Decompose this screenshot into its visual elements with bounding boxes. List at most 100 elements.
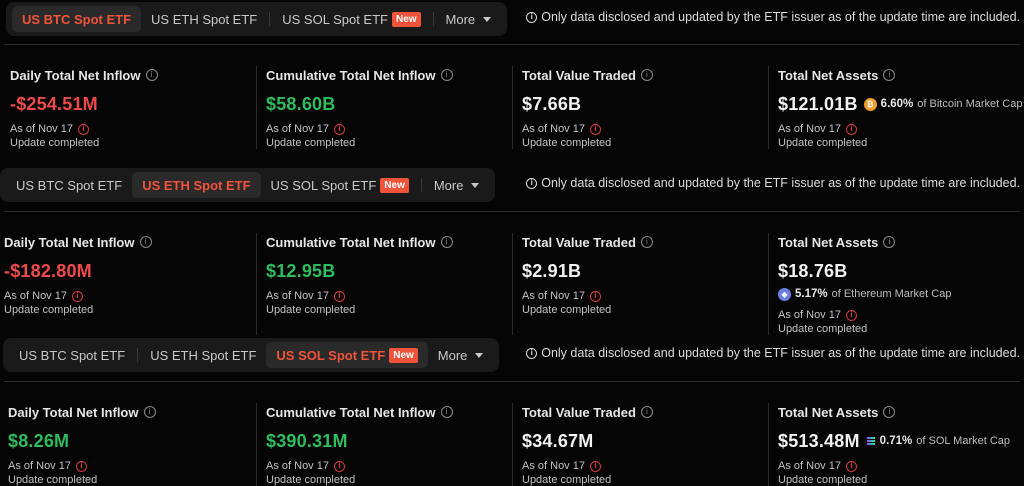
info-icon[interactable]: i: [883, 406, 896, 418]
tab-separator: [432, 12, 434, 26]
alert-info-icon[interactable]: i: [333, 460, 345, 472]
info-icon[interactable]: i: [145, 69, 158, 81]
alert-info-icon[interactable]: i: [77, 123, 89, 135]
alert-info-icon[interactable]: i: [333, 290, 345, 302]
update-status: Update completed: [522, 474, 612, 486]
caret-down-icon: [475, 352, 484, 358]
data-disclaimer: i Only data disclosed and updated by the…: [526, 176, 1020, 190]
total-net-assets-value: $121.01B: [778, 93, 858, 114]
update-status: Update completed: [266, 304, 356, 316]
tab-us-btc-spot-etf[interactable]: US BTC Spot ETF: [9, 342, 135, 368]
info-icon[interactable]: i: [883, 236, 896, 248]
card-title: Total Value Traded: [522, 234, 636, 250]
metric-cards: Daily Total Net Inflow i -$182.80M As of …: [0, 233, 1024, 335]
update-status: Update completed: [522, 304, 612, 316]
update-status: Update completed: [266, 474, 356, 486]
as-of-date: As of Nov 17: [8, 460, 71, 472]
info-icon[interactable]: i: [440, 406, 453, 418]
info-icon: i: [526, 177, 538, 189]
info-icon[interactable]: i: [440, 69, 453, 81]
tab-us-btc-spot-etf[interactable]: US BTC Spot ETF: [12, 6, 142, 32]
alert-info-icon[interactable]: i: [845, 309, 857, 321]
data-disclaimer: i Only data disclosed and updated by the…: [526, 346, 1020, 360]
card-title: Daily Total Net Inflow: [4, 234, 135, 250]
as-of-date: As of Nov 17: [522, 123, 585, 135]
alert-info-icon[interactable]: i: [589, 123, 601, 135]
info-icon[interactable]: i: [883, 69, 896, 81]
market-cap-percent: 0.71%: [879, 435, 913, 447]
as-of-date: As of Nov 17: [778, 309, 841, 321]
more-label: More: [445, 11, 476, 27]
tab-label: US SOL Spot ETF: [270, 177, 377, 193]
info-icon[interactable]: i: [440, 236, 453, 248]
card-title: Total Value Traded: [522, 404, 636, 420]
tab-us-eth-spot-etf[interactable]: US ETH Spot ETF: [140, 342, 266, 368]
alert-info-icon[interactable]: i: [845, 460, 857, 472]
card-total-net-assets: Total Net Assets i $121.01B ₿ 6.60% of Bi…: [768, 66, 1024, 149]
daily-net-inflow-value: -$254.51M: [10, 93, 98, 114]
card-total-net-assets: Total Net Assets i $18.76B ◆ 5.17% of Eth…: [768, 233, 1024, 335]
etf-tab-bar-row: US BTC Spot ETF US ETH Spot ETF US SOL S…: [0, 0, 1024, 38]
tab-us-sol-spot-etf[interactable]: US SOL Spot ETF New: [272, 6, 430, 32]
tab-us-sol-spot-etf[interactable]: US SOL Spot ETF New: [261, 172, 419, 198]
market-cap-share: 0.71% of SOL Market Cap: [866, 435, 1010, 448]
divider: [4, 381, 1020, 382]
card-total-net-assets: Total Net Assets i $513.48M 0.71% of SOL …: [768, 403, 1024, 486]
update-status: Update completed: [778, 474, 868, 486]
disclaimer-text: Only data disclosed and updated by the E…: [541, 176, 1020, 190]
info-icon[interactable]: i: [143, 406, 156, 418]
as-of-date: As of Nov 17: [778, 460, 841, 472]
etf-tabs: US BTC Spot ETF US ETH Spot ETF US SOL S…: [0, 168, 496, 202]
alert-info-icon[interactable]: i: [71, 290, 83, 302]
daily-net-inflow-value: -$182.80M: [4, 260, 92, 281]
eth-etf-panel: US BTC Spot ETF US ETH Spot ETF US SOL S…: [0, 166, 1024, 336]
card-title: Total Net Assets: [778, 234, 879, 250]
info-icon[interactable]: i: [640, 236, 653, 248]
more-dropdown[interactable]: More: [424, 172, 490, 198]
data-disclaimer: i Only data disclosed and updated by the…: [526, 10, 1020, 24]
card-title: Daily Total Net Inflow: [10, 67, 141, 83]
cumulative-net-inflow-value: $12.95B: [266, 260, 336, 281]
total-net-assets-value: $513.48M: [778, 430, 860, 451]
alert-info-icon[interactable]: i: [75, 460, 87, 472]
tab-us-eth-spot-etf[interactable]: US ETH Spot ETF: [132, 172, 261, 198]
card-title: Cumulative Total Net Inflow: [266, 404, 436, 420]
update-status: Update completed: [522, 137, 612, 149]
as-of-date: As of Nov 17: [266, 123, 329, 135]
metric-cards: Daily Total Net Inflow i -$254.51M As of …: [0, 66, 1024, 149]
card-title: Total Net Assets: [778, 67, 879, 83]
tab-us-eth-spot-etf[interactable]: US ETH Spot ETF: [141, 6, 267, 32]
card-title: Total Net Assets: [778, 404, 879, 420]
more-dropdown[interactable]: More: [436, 6, 502, 32]
update-status: Update completed: [778, 137, 868, 149]
card-title: Cumulative Total Net Inflow: [266, 67, 436, 83]
alert-info-icon[interactable]: i: [845, 123, 857, 135]
tab-label: US BTC Spot ETF: [16, 177, 123, 193]
more-dropdown[interactable]: More: [428, 342, 494, 368]
card-title: Cumulative Total Net Inflow: [266, 234, 436, 250]
card-cumulative-net-inflow: Cumulative Total Net Inflow i $12.95B As …: [256, 233, 512, 335]
info-icon[interactable]: i: [640, 69, 653, 81]
info-icon[interactable]: i: [139, 236, 152, 248]
card-total-value-traded: Total Value Traded i $7.66B As of Nov 17 i…: [512, 66, 768, 149]
tab-label: US BTC Spot ETF: [22, 11, 132, 27]
divider: [4, 211, 1020, 212]
tab-us-btc-spot-etf[interactable]: US BTC Spot ETF: [6, 172, 132, 198]
alert-info-icon[interactable]: i: [333, 123, 345, 135]
card-total-value-traded: Total Value Traded i $2.91B As of Nov 17 i…: [512, 233, 768, 335]
info-icon[interactable]: i: [640, 406, 653, 418]
alert-info-icon[interactable]: i: [589, 290, 601, 302]
etf-tab-bar-row: US BTC Spot ETF US ETH Spot ETF US SOL S…: [0, 166, 1024, 204]
metric-cards: Daily Total Net Inflow i $8.26M As of Nov…: [0, 403, 1024, 486]
info-icon: i: [526, 347, 538, 359]
update-status: Update completed: [778, 323, 868, 335]
update-status: Update completed: [10, 137, 100, 149]
as-of-date: As of Nov 17: [522, 290, 585, 302]
more-label: More: [433, 177, 464, 193]
alert-info-icon[interactable]: i: [589, 460, 601, 472]
update-status: Update completed: [8, 474, 98, 486]
tab-label: US BTC Spot ETF: [19, 347, 126, 363]
tab-us-sol-spot-etf[interactable]: US SOL Spot ETF New: [266, 342, 428, 368]
disclaimer-text: Only data disclosed and updated by the E…: [541, 346, 1020, 360]
market-cap-share: ₿ 6.60% of Bitcoin Market Cap: [863, 97, 1022, 111]
